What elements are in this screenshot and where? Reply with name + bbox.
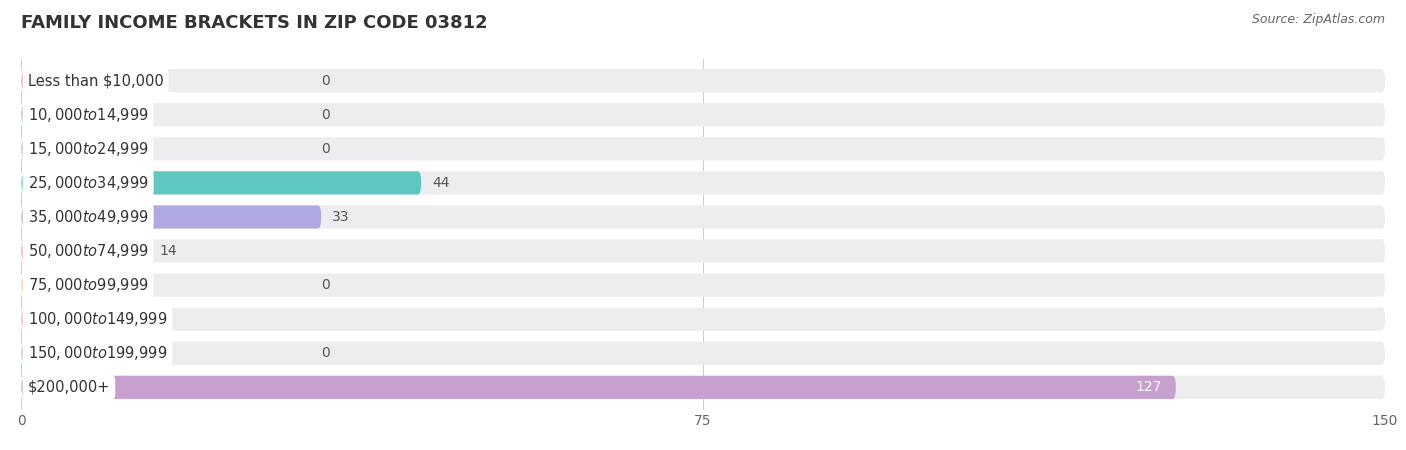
Circle shape bbox=[20, 139, 25, 158]
Text: Source: ZipAtlas.com: Source: ZipAtlas.com bbox=[1251, 14, 1385, 27]
Text: 0: 0 bbox=[321, 108, 330, 122]
Circle shape bbox=[20, 275, 25, 295]
Text: $25,000 to $34,999: $25,000 to $34,999 bbox=[28, 174, 149, 192]
Text: $50,000 to $74,999: $50,000 to $74,999 bbox=[28, 242, 149, 260]
FancyBboxPatch shape bbox=[21, 376, 1385, 399]
Text: 14: 14 bbox=[159, 244, 177, 258]
Text: 0: 0 bbox=[321, 346, 330, 360]
FancyBboxPatch shape bbox=[21, 376, 1175, 399]
FancyBboxPatch shape bbox=[21, 137, 1385, 160]
Text: 0: 0 bbox=[321, 142, 330, 156]
Circle shape bbox=[20, 207, 25, 227]
FancyBboxPatch shape bbox=[21, 342, 1385, 365]
Text: $15,000 to $24,999: $15,000 to $24,999 bbox=[28, 140, 149, 158]
FancyBboxPatch shape bbox=[21, 274, 1385, 297]
FancyBboxPatch shape bbox=[21, 69, 1385, 92]
Text: 0: 0 bbox=[321, 74, 330, 88]
Text: 33: 33 bbox=[332, 210, 350, 224]
Text: $150,000 to $199,999: $150,000 to $199,999 bbox=[28, 344, 167, 362]
Text: Less than $10,000: Less than $10,000 bbox=[28, 73, 163, 88]
Text: 0: 0 bbox=[321, 278, 330, 292]
Text: $10,000 to $14,999: $10,000 to $14,999 bbox=[28, 106, 149, 124]
FancyBboxPatch shape bbox=[21, 103, 1385, 126]
Circle shape bbox=[20, 378, 25, 397]
FancyBboxPatch shape bbox=[21, 205, 321, 229]
FancyBboxPatch shape bbox=[21, 171, 422, 194]
FancyBboxPatch shape bbox=[21, 239, 149, 263]
Circle shape bbox=[20, 105, 25, 125]
Text: 44: 44 bbox=[432, 176, 450, 190]
FancyBboxPatch shape bbox=[21, 308, 1385, 331]
FancyBboxPatch shape bbox=[21, 171, 1385, 194]
Text: $35,000 to $49,999: $35,000 to $49,999 bbox=[28, 208, 149, 226]
Circle shape bbox=[20, 173, 25, 193]
Text: FAMILY INCOME BRACKETS IN ZIP CODE 03812: FAMILY INCOME BRACKETS IN ZIP CODE 03812 bbox=[21, 14, 488, 32]
Text: 1: 1 bbox=[41, 312, 51, 326]
Circle shape bbox=[20, 241, 25, 261]
Text: $100,000 to $149,999: $100,000 to $149,999 bbox=[28, 310, 167, 328]
Text: 127: 127 bbox=[1136, 380, 1163, 394]
FancyBboxPatch shape bbox=[21, 239, 1385, 263]
Circle shape bbox=[20, 310, 25, 329]
FancyBboxPatch shape bbox=[21, 205, 1385, 229]
Text: $200,000+: $200,000+ bbox=[28, 380, 110, 395]
Circle shape bbox=[20, 343, 25, 363]
Circle shape bbox=[20, 71, 25, 90]
Text: $75,000 to $99,999: $75,000 to $99,999 bbox=[28, 276, 149, 294]
FancyBboxPatch shape bbox=[21, 308, 30, 331]
